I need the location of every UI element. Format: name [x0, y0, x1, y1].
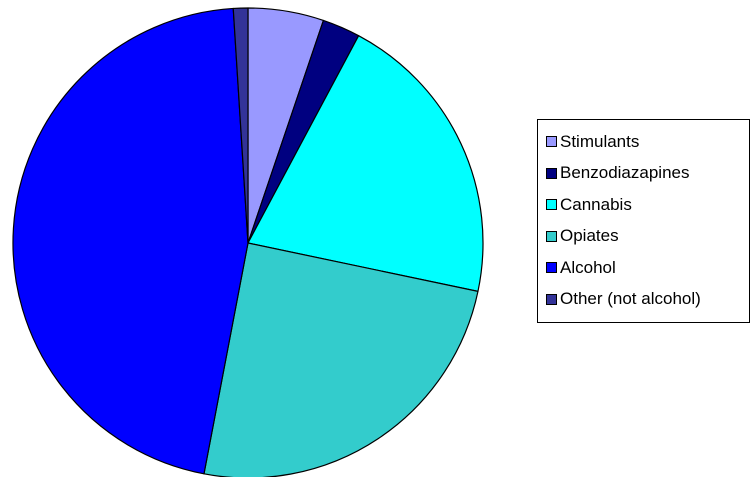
- legend-label-benzodiazapines: Benzodiazapines: [560, 163, 690, 183]
- legend-item-stimulants: Stimulants: [546, 126, 749, 158]
- legend-swatch-opiates: [546, 230, 557, 242]
- pie-slice-cannabis: [247, 35, 484, 292]
- legend-item-cannabis: Cannabis: [546, 189, 749, 221]
- legend-swatch-cannabis: [546, 199, 557, 211]
- legend-swatch-stimulants: [546, 136, 557, 148]
- pie-slice-alcohol: [12, 7, 249, 475]
- pie-slice-other-not-alcohol: [232, 7, 249, 244]
- legend: Stimulants Benzodiazapines Cannabis Opia…: [537, 119, 750, 323]
- legend-item-other: Other (not alcohol): [546, 284, 749, 316]
- legend-label-opiates: Opiates: [560, 226, 619, 246]
- legend-swatch-other: [546, 293, 557, 305]
- legend-item-opiates: Opiates: [546, 221, 749, 253]
- legend-swatch-alcohol: [546, 262, 557, 274]
- legend-label-cannabis: Cannabis: [560, 194, 632, 214]
- legend-item-benzodiazapines: Benzodiazapines: [546, 158, 749, 190]
- legend-item-alcohol: Alcohol: [546, 252, 749, 284]
- legend-swatch-benzodiazapines: [546, 167, 557, 179]
- legend-label-other: Other (not alcohol): [560, 289, 701, 309]
- legend-label-stimulants: Stimulants: [560, 131, 640, 151]
- legend-label-alcohol: Alcohol: [560, 257, 616, 277]
